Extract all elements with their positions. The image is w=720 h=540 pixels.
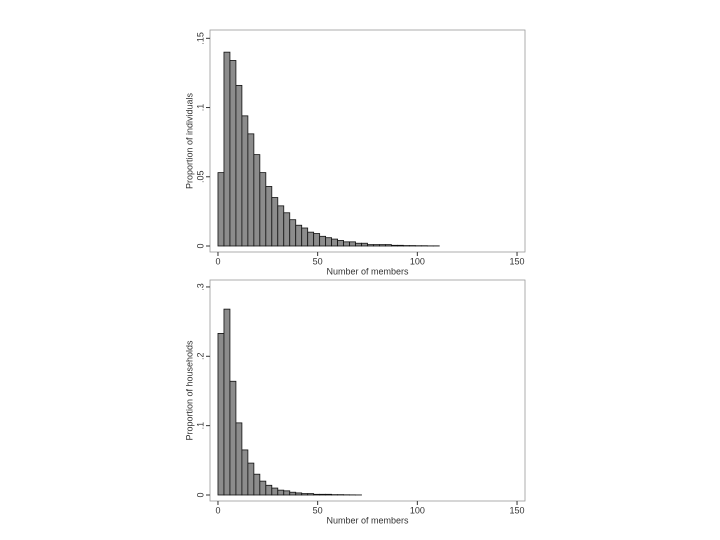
bar (307, 493, 315, 496)
bar (289, 219, 297, 247)
bar (319, 493, 327, 496)
bar (271, 197, 279, 247)
bar (289, 491, 297, 496)
bar (229, 380, 237, 496)
bar (355, 242, 362, 247)
bar (391, 244, 398, 247)
y-tick-label: .2 (195, 353, 205, 361)
x-tick-label: 50 (313, 505, 323, 515)
y-tick-label: .05 (195, 171, 205, 184)
bar (313, 493, 321, 496)
bar (259, 172, 267, 247)
x-axis-title: Number of members (326, 266, 409, 276)
bar (283, 212, 291, 247)
x-tick-label: 0 (215, 256, 220, 266)
bar (247, 133, 255, 247)
bar (295, 224, 303, 247)
bar (253, 473, 261, 496)
y-tick-label: .15 (195, 32, 205, 45)
bar (259, 480, 267, 496)
bar (265, 186, 273, 247)
y-axis-title: Proportion of individuals (184, 92, 194, 189)
y-tick-label: .1 (195, 104, 205, 112)
bar (235, 84, 243, 247)
bar (271, 487, 279, 496)
bar (367, 244, 374, 247)
x-axis-title: Number of members (326, 515, 409, 525)
bar (337, 240, 344, 247)
bar (301, 493, 309, 496)
bar (241, 115, 249, 247)
bar (319, 235, 327, 247)
bar (223, 308, 231, 496)
bar (247, 462, 255, 496)
bar (241, 449, 249, 496)
x-tick-label: 150 (510, 505, 525, 515)
bar (373, 244, 380, 247)
x-tick-label: 50 (313, 256, 323, 266)
bar (397, 244, 404, 247)
bar (253, 154, 261, 247)
y-tick-label: .3 (195, 283, 205, 291)
y-tick-label: 0 (195, 243, 205, 248)
bar (331, 238, 338, 247)
bar (301, 227, 309, 247)
bar (235, 422, 243, 496)
bar (343, 241, 350, 247)
bar (349, 241, 356, 247)
y-tick-label: 0 (195, 492, 205, 497)
bar (277, 489, 285, 496)
bar (217, 333, 225, 496)
x-tick-label: 150 (510, 256, 525, 266)
bar (385, 244, 392, 247)
bar (379, 244, 386, 247)
bar (325, 493, 333, 496)
bar (223, 51, 231, 247)
bar (217, 172, 225, 247)
bar (295, 492, 303, 496)
plot-frame (209, 279, 526, 502)
bar (229, 60, 237, 247)
bar (313, 233, 321, 247)
x-tick-label: 100 (410, 256, 425, 266)
x-tick-label: 0 (215, 505, 220, 515)
y-tick-label: .1 (195, 422, 205, 430)
bar (361, 242, 368, 247)
bar (265, 484, 273, 496)
bar (325, 237, 333, 247)
x-tick-label: 100 (410, 505, 425, 515)
bar (307, 231, 315, 247)
bar (277, 205, 285, 247)
y-axis-title: Proportion of households (184, 340, 194, 441)
bar (283, 490, 291, 496)
